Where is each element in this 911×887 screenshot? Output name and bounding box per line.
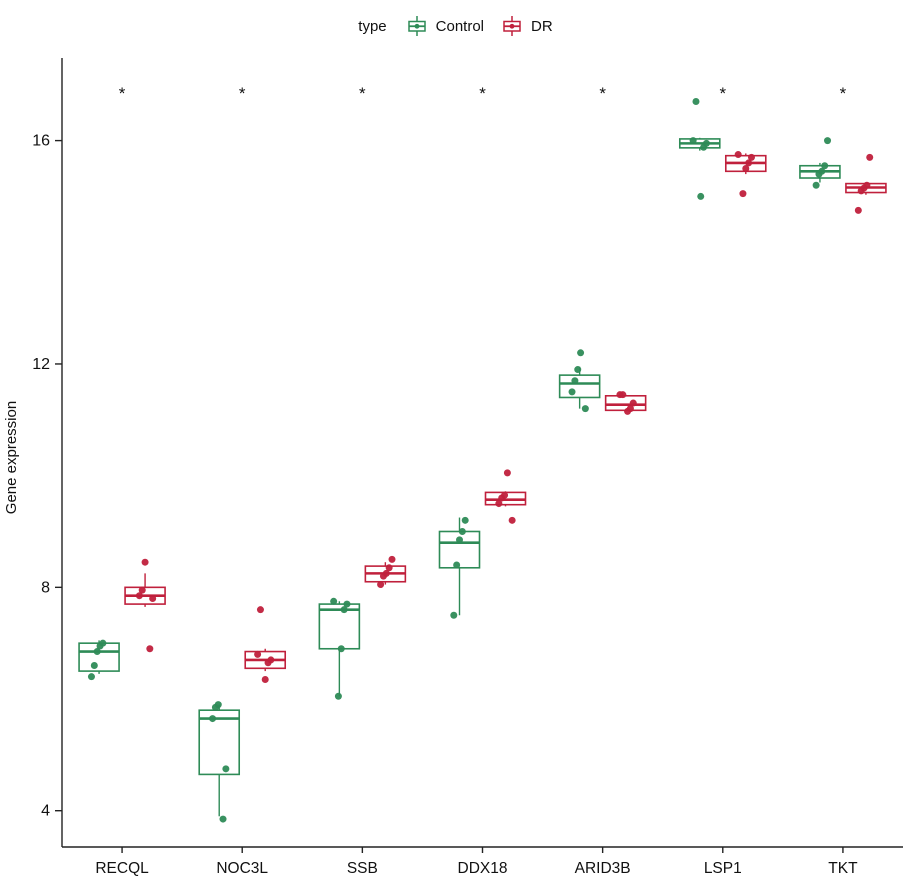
- svg-text:Gene expression: Gene expression: [3, 401, 20, 514]
- x-axis: RECQL NOC3L SSB DDX18 ARID3B LSP1 TKT: [62, 846, 903, 877]
- legend-label-control: Control: [435, 17, 485, 35]
- svg-text:*: *: [719, 84, 726, 103]
- svg-text:RECQL: RECQL: [95, 860, 149, 877]
- y-axis: 4 8 12 16: [32, 58, 63, 847]
- legend-entry-dr: DR: [500, 14, 553, 38]
- svg-text:*: *: [119, 84, 126, 103]
- significance-markers: * * * * * * *: [119, 84, 847, 103]
- legend-entry-control: Control: [405, 14, 484, 38]
- svg-text:4: 4: [41, 803, 50, 820]
- svg-text:*: *: [840, 84, 847, 103]
- svg-text:ARID3B: ARID3B: [575, 860, 631, 877]
- legend: type Control DR: [0, 0, 911, 52]
- legend-label-dr: DR: [531, 17, 553, 35]
- svg-text:*: *: [359, 84, 366, 103]
- svg-text:NOC3L: NOC3L: [216, 860, 268, 877]
- svg-text:LSP1: LSP1: [704, 860, 742, 877]
- y-axis-title: Gene expression: [3, 401, 20, 514]
- svg-text:*: *: [479, 84, 486, 103]
- svg-text:16: 16: [32, 133, 50, 150]
- jitter-points: [87, 98, 874, 823]
- svg-text:*: *: [599, 84, 606, 103]
- svg-text:8: 8: [41, 579, 50, 596]
- svg-text:*: *: [239, 84, 246, 103]
- legend-title: type: [358, 17, 387, 35]
- boxplots: [78, 137, 887, 817]
- svg-text:12: 12: [32, 356, 50, 373]
- svg-text:DDX18: DDX18: [458, 860, 508, 877]
- svg-text:SSB: SSB: [347, 860, 378, 877]
- boxplot-key-icon-control: [407, 16, 426, 36]
- svg-text:TKT: TKT: [828, 860, 858, 877]
- chart-svg: 4 8 12 16 RECQL NOC3L SSB DDX18 ARID3B LSP1 TKT G…: [3, 58, 903, 877]
- boxplot-key-icon-dr: [503, 16, 521, 36]
